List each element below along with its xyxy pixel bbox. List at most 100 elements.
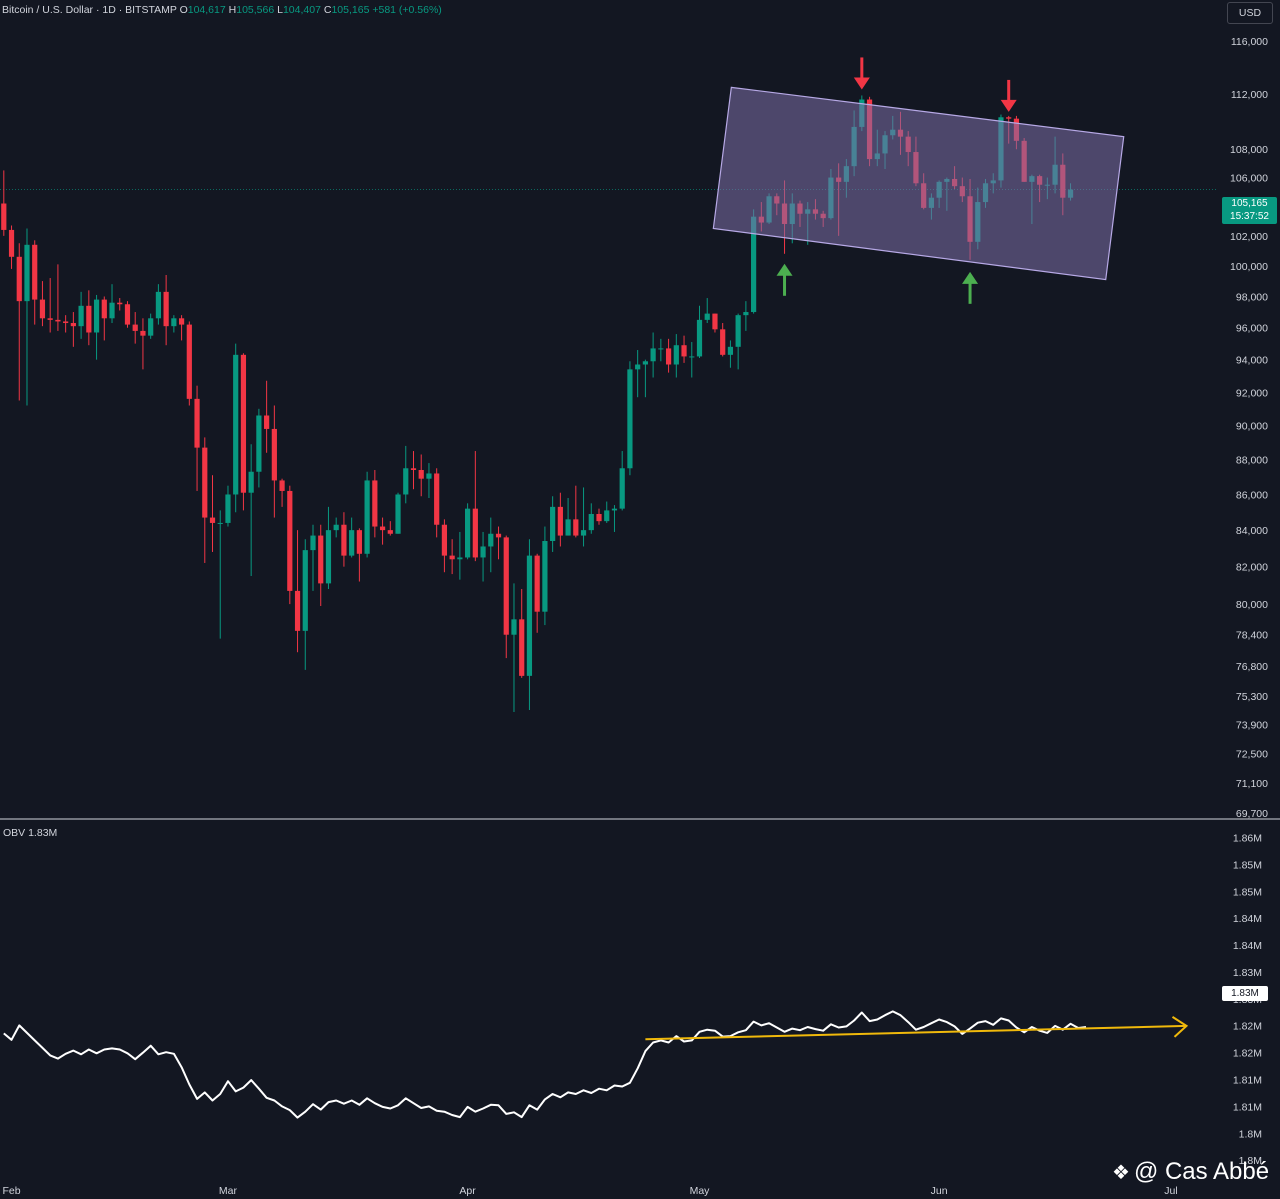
- candle: [171, 315, 177, 333]
- candle: [8, 225, 15, 269]
- candle-body: [480, 546, 486, 558]
- candle-body: [387, 530, 393, 534]
- candle: [495, 526, 502, 560]
- candle: [302, 539, 308, 670]
- candle-body: [310, 535, 316, 551]
- candle: [658, 338, 664, 362]
- candle: [24, 228, 30, 406]
- candle-body: [101, 299, 107, 319]
- candle-body: [140, 330, 146, 336]
- candle-body: [124, 304, 131, 325]
- candle-body: [665, 348, 672, 365]
- currency-button[interactable]: USD: [1227, 2, 1273, 24]
- candle: [519, 589, 525, 678]
- bar-countdown: 15:37:52: [1230, 211, 1269, 222]
- time-tick-label: Feb: [2, 1185, 20, 1197]
- time-tick-label: Mar: [219, 1185, 238, 1197]
- candle-body: [650, 348, 656, 362]
- candle-body: [727, 346, 734, 355]
- obv-indicator-label[interactable]: OBV 1.83M: [3, 827, 58, 839]
- obv-line: [3, 1010, 1087, 1119]
- price-tick-label: 82,000: [1236, 562, 1268, 574]
- candle: [611, 505, 618, 532]
- obv-tick-label: 1.85M: [1233, 859, 1262, 871]
- candle: [140, 318, 146, 370]
- time-tick-label: May: [690, 1185, 711, 1197]
- candle: [426, 463, 432, 499]
- candle: [271, 405, 277, 518]
- watermark-text: @ Cas Abbé: [1133, 1158, 1270, 1185]
- candle-body: [751, 216, 757, 313]
- arrow-head: [1000, 99, 1017, 112]
- drawing-overlays: [712, 57, 1125, 304]
- candle: [256, 408, 262, 488]
- low-value: 104,407: [282, 4, 321, 16]
- candle: [163, 274, 169, 346]
- candle: [39, 281, 46, 327]
- candle-body: [155, 291, 161, 319]
- price-tick-label: 75,300: [1236, 691, 1268, 703]
- candle: [650, 332, 656, 378]
- price-tick-label: 96,000: [1236, 323, 1268, 335]
- candle-body: [16, 256, 22, 302]
- candle-body: [318, 535, 324, 584]
- candle: [627, 361, 633, 476]
- price-tick-label: 88,000: [1236, 455, 1268, 467]
- candle: [580, 487, 587, 547]
- candle-body: [735, 315, 741, 347]
- candle-body: [526, 555, 533, 676]
- channel-rectangle[interactable]: [712, 86, 1125, 281]
- candle: [434, 468, 440, 538]
- obv-trendline[interactable]: [645, 1016, 1189, 1041]
- candle-body: [712, 313, 718, 330]
- candle-body: [178, 318, 185, 325]
- candle: [503, 535, 509, 659]
- candle: [202, 437, 208, 563]
- candle-body: [294, 590, 301, 631]
- candle-body: [225, 494, 231, 523]
- time-tick-label: Jun: [931, 1185, 948, 1197]
- candle-body: [39, 299, 46, 319]
- obv-tick-label: 1.81M: [1233, 1101, 1262, 1113]
- candle-body: [341, 524, 347, 556]
- candle-body: [379, 526, 386, 531]
- candle: [70, 312, 76, 347]
- candle-body: [24, 244, 30, 302]
- candle: [279, 478, 285, 507]
- price-tick-label: 98,000: [1236, 291, 1268, 303]
- candle: [325, 506, 332, 590]
- trendline-arrowhead-icon: [1171, 1016, 1189, 1038]
- obv-tick-label: 1.82M: [1233, 1021, 1262, 1033]
- obv-tick-label: 1.8M: [1239, 1128, 1262, 1140]
- candle-body: [217, 522, 223, 524]
- candle-body: [696, 319, 703, 357]
- candle: [720, 323, 726, 357]
- candle: [689, 342, 695, 378]
- candle-body: [573, 519, 579, 536]
- price-tick-label: 102,000: [1230, 231, 1268, 243]
- candle: [712, 313, 718, 333]
- candle-body: [588, 513, 594, 531]
- candle-body: [55, 319, 61, 322]
- candle: [333, 517, 339, 538]
- obv-tick-label: 1.85M: [1233, 886, 1262, 898]
- price-tick-label: 80,000: [1236, 599, 1268, 611]
- candle-body: [426, 473, 432, 479]
- obv-tick-label: 1.82M: [1233, 1048, 1262, 1060]
- candle: [573, 485, 579, 538]
- candle: [604, 501, 610, 523]
- candle: [132, 312, 138, 344]
- candle-body: [503, 537, 509, 635]
- price-tick-label: 112,000: [1231, 89, 1268, 101]
- candle: [696, 305, 703, 359]
- candle: [86, 290, 92, 346]
- candle-body: [410, 468, 417, 471]
- candle: [155, 284, 161, 325]
- price-tick-label: 72,500: [1236, 748, 1268, 760]
- candle-body: [240, 354, 247, 493]
- price-tick-label: 108,000: [1230, 144, 1268, 156]
- candle-body: [372, 480, 378, 527]
- candle-body: [148, 318, 154, 336]
- obv-tick-label: 1.83M: [1233, 967, 1262, 979]
